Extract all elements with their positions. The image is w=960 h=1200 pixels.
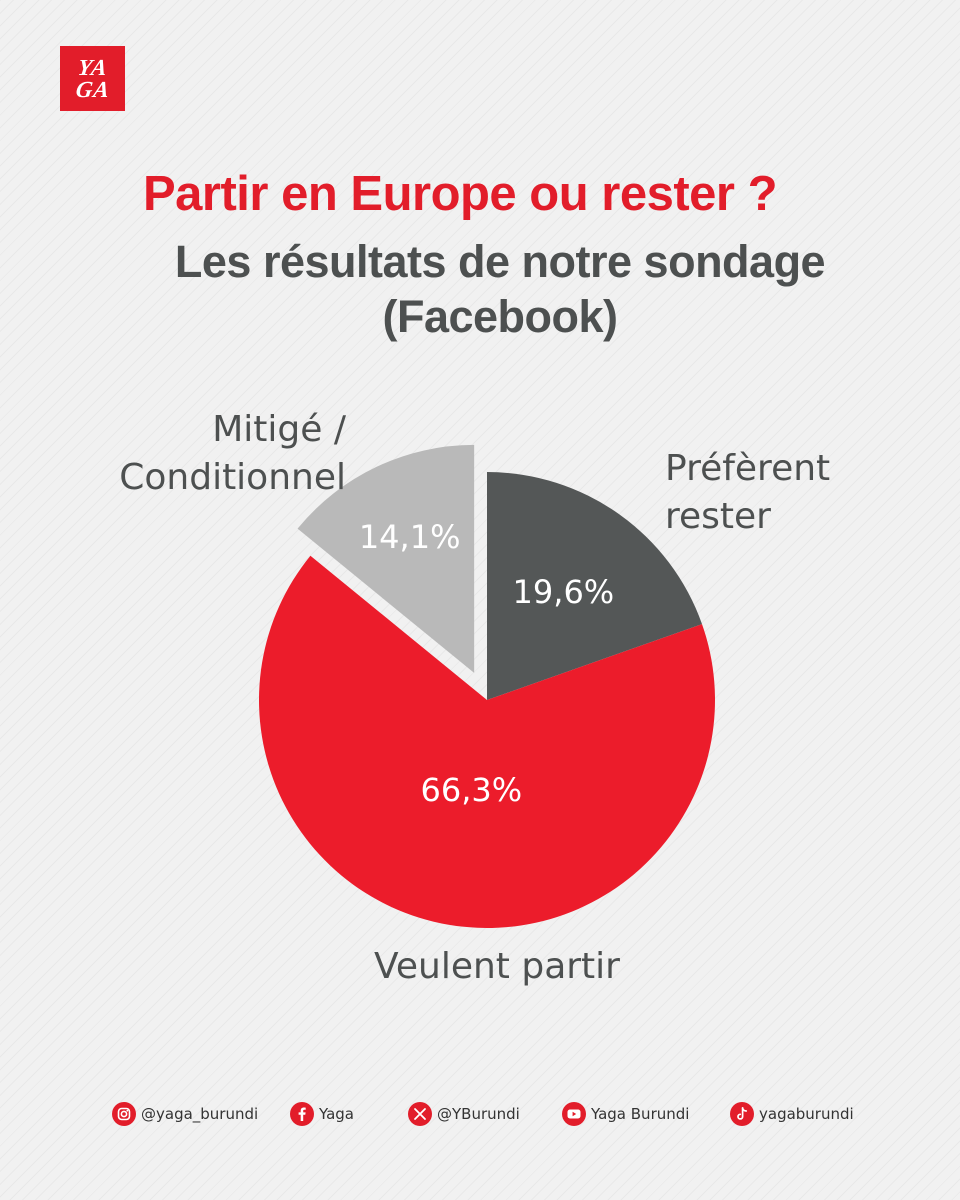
social-tiktok-label: yagaburundi [759, 1105, 854, 1123]
social-youtube-label: Yaga Burundi [591, 1105, 690, 1123]
pie-category-label-1-0: Veulent partir [374, 946, 620, 987]
tiktok-icon [730, 1102, 754, 1126]
x-icon [408, 1102, 432, 1126]
social-footer: @yaga_burundi Yaga @YBurundi Yaga Burund… [112, 1102, 872, 1128]
pie-slice-0 [487, 472, 703, 700]
social-instagram[interactable]: @yaga_burundi [112, 1102, 258, 1126]
youtube-icon [562, 1102, 586, 1126]
pie-category-label-2-1: Conditionnel [119, 457, 346, 498]
page-title: Partir en Europe ou rester ? [142, 167, 778, 221]
social-facebook-label: Yaga [319, 1105, 355, 1123]
social-x[interactable]: @YBurundi [408, 1102, 520, 1126]
social-tiktok[interactable]: yagaburundi [730, 1102, 854, 1126]
yaga-logo: YA GA [60, 46, 125, 111]
social-instagram-label: @yaga_burundi [141, 1105, 259, 1123]
instagram-icon [112, 1102, 136, 1126]
pie-slice-2 [297, 444, 475, 673]
pie-category-label-0-1: rester [665, 496, 771, 537]
pie-category-label-2-0: Mitigé / [212, 409, 347, 450]
subtitle-line-1: Les résultats de notre sondage [174, 236, 826, 287]
subtitle-line-2: (Facebook) [382, 291, 618, 342]
social-facebook[interactable]: Yaga [290, 1102, 354, 1126]
pie-value-label-1: 66,3% [420, 771, 522, 809]
pie-value-label-2: 14,1% [359, 518, 461, 556]
pie-category-label-0-0: Préfèrent [665, 448, 830, 489]
pie-slice-1 [258, 555, 716, 928]
page-subtitle: Les résultats de notre sondage (Facebook… [0, 234, 960, 344]
facebook-icon [290, 1102, 314, 1126]
social-x-label: @YBurundi [437, 1105, 520, 1123]
social-youtube[interactable]: Yaga Burundi [562, 1102, 689, 1126]
pie-value-label-0: 19,6% [513, 573, 615, 611]
